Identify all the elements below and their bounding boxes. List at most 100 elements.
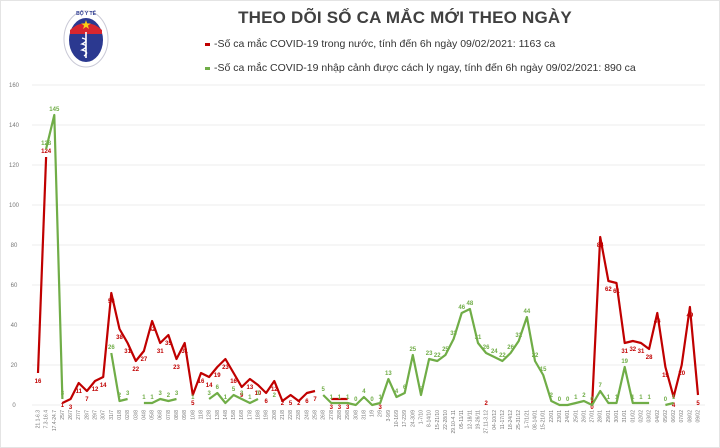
data-label: 48 — [467, 301, 474, 307]
data-label: 23 — [173, 365, 180, 371]
y-tick-label: 20 — [11, 363, 18, 369]
x-tick-label: 25/7 — [60, 410, 66, 420]
x-tick-label: 29/01 — [606, 410, 612, 423]
data-label: 22 — [132, 367, 139, 373]
x-tick-label: 27/01 — [590, 410, 596, 423]
x-tick-label: 10/8 — [190, 410, 196, 420]
data-label: 44 — [524, 309, 531, 315]
data-label: 1 — [330, 395, 334, 401]
y-tick-label: 160 — [9, 83, 20, 89]
data-label: 1 — [248, 395, 252, 401]
y-tick-label: 80 — [11, 243, 18, 249]
data-label: 2 — [550, 393, 554, 399]
data-label: 5 — [289, 401, 293, 407]
data-label: 84 — [597, 243, 604, 249]
data-label: 27 — [141, 357, 148, 363]
page-title: THEO DÕI SỐ CA MẮC MỚI THEO NGÀY — [238, 8, 572, 27]
data-label: 16 — [35, 379, 42, 385]
data-label: 2 — [297, 401, 301, 407]
data-label: 13 — [385, 371, 392, 377]
data-label: 1 — [647, 395, 651, 401]
data-label: 38 — [116, 335, 123, 341]
x-tick-label: 29/8 — [345, 410, 351, 420]
data-label: 31 — [475, 335, 482, 341]
series-line-imported — [45, 113, 64, 400]
data-label: 61 — [613, 289, 620, 295]
x-tick-label: 24/8 — [304, 410, 310, 420]
data-label: 25 — [442, 347, 449, 353]
data-label: 2 — [582, 393, 586, 399]
data-label: 3 — [61, 391, 65, 397]
data-label: 31 — [157, 349, 164, 355]
x-tick-label: 09/02 — [696, 410, 702, 423]
data-label: 0 — [370, 397, 374, 403]
data-label: 7 — [599, 383, 603, 389]
data-label: 9 — [240, 393, 244, 399]
data-label: 0 — [354, 397, 358, 403]
series-line-domestic — [36, 156, 48, 374]
x-tick-label: 28/7 — [84, 410, 90, 420]
x-tick-label: 10-16/9 — [394, 410, 400, 427]
data-label: 31 — [621, 349, 628, 355]
x-tick-label: 27/7 — [76, 410, 82, 420]
x-tick-label: 01/8 — [117, 410, 123, 420]
x-tick-label: 02/02 — [638, 410, 644, 423]
x-tick-label: 08/8 — [174, 410, 180, 420]
data-label: 16 — [230, 379, 237, 385]
data-label: 145 — [49, 107, 60, 113]
legend-marker-red — [205, 42, 210, 46]
data-label: 4 — [395, 389, 399, 395]
x-tick-label: 15/8 — [231, 410, 237, 420]
x-tick-label: 31/01 — [622, 410, 628, 423]
x-tick-label: 7.3-16.4 — [44, 410, 50, 429]
data-label: 0 — [664, 397, 668, 403]
x-tick-label: 16/8 — [239, 410, 245, 420]
x-tick-label: 07/8 — [166, 410, 172, 420]
data-label: 1 — [672, 395, 676, 401]
data-label: 14 — [206, 383, 213, 389]
x-tick-label: 17/8 — [247, 410, 253, 420]
data-label: 0 — [558, 397, 562, 403]
x-tick-label: 31/8 — [361, 410, 367, 420]
series-line-imported — [208, 391, 259, 405]
data-label: 7 — [313, 397, 317, 403]
data-label: 19 — [621, 359, 628, 365]
y-tick-label: 60 — [11, 283, 18, 289]
data-label: 22 — [532, 353, 539, 359]
series-line-imported — [665, 401, 674, 407]
x-tick-label: 26/7 — [68, 410, 74, 420]
x-tick-label: 03/8 — [133, 410, 139, 420]
x-tick-label: 24-30/9 — [410, 410, 416, 427]
data-label: 1 — [631, 395, 635, 401]
series-line-imported — [322, 307, 650, 407]
x-tick-label: 29/7 — [93, 410, 99, 420]
x-tick-label: 21.1-6.3 — [36, 410, 42, 429]
data-label: 5 — [232, 387, 236, 393]
x-tick-label: 29.10-4.11 — [451, 410, 457, 434]
x-tick-label: 17.4-24.7 — [52, 410, 58, 431]
data-label: 1 — [346, 395, 350, 401]
data-label: 0 — [590, 397, 594, 403]
data-label: 22 — [499, 353, 506, 359]
data-label: 19 — [214, 373, 221, 379]
data-label: 42 — [149, 327, 156, 333]
y-tick-label: 0 — [12, 403, 16, 409]
data-label: 28 — [646, 355, 653, 361]
data-label: 26 — [507, 345, 514, 351]
x-tick-label: 12/8 — [207, 410, 213, 420]
data-label: 3 — [346, 405, 350, 411]
x-tick-label: 30/7 — [101, 410, 107, 420]
y-tick-label: 120 — [9, 163, 20, 169]
data-label: 46 — [654, 319, 661, 325]
x-tick-label: 27/8 — [329, 410, 335, 420]
x-tick-label: 11/8 — [198, 410, 204, 420]
series-line-imported — [110, 352, 128, 403]
data-label: 33 — [450, 331, 457, 337]
legend-label-domestic: -Số ca mắc COVID-19 trong nước, tính đến… — [214, 38, 556, 50]
data-label: 15 — [540, 367, 547, 373]
x-tick-label: 27.11-3.12 — [484, 410, 490, 434]
data-label: 0 — [566, 397, 570, 403]
data-label: 3 — [338, 405, 342, 411]
y-tick-label: 100 — [9, 203, 20, 209]
